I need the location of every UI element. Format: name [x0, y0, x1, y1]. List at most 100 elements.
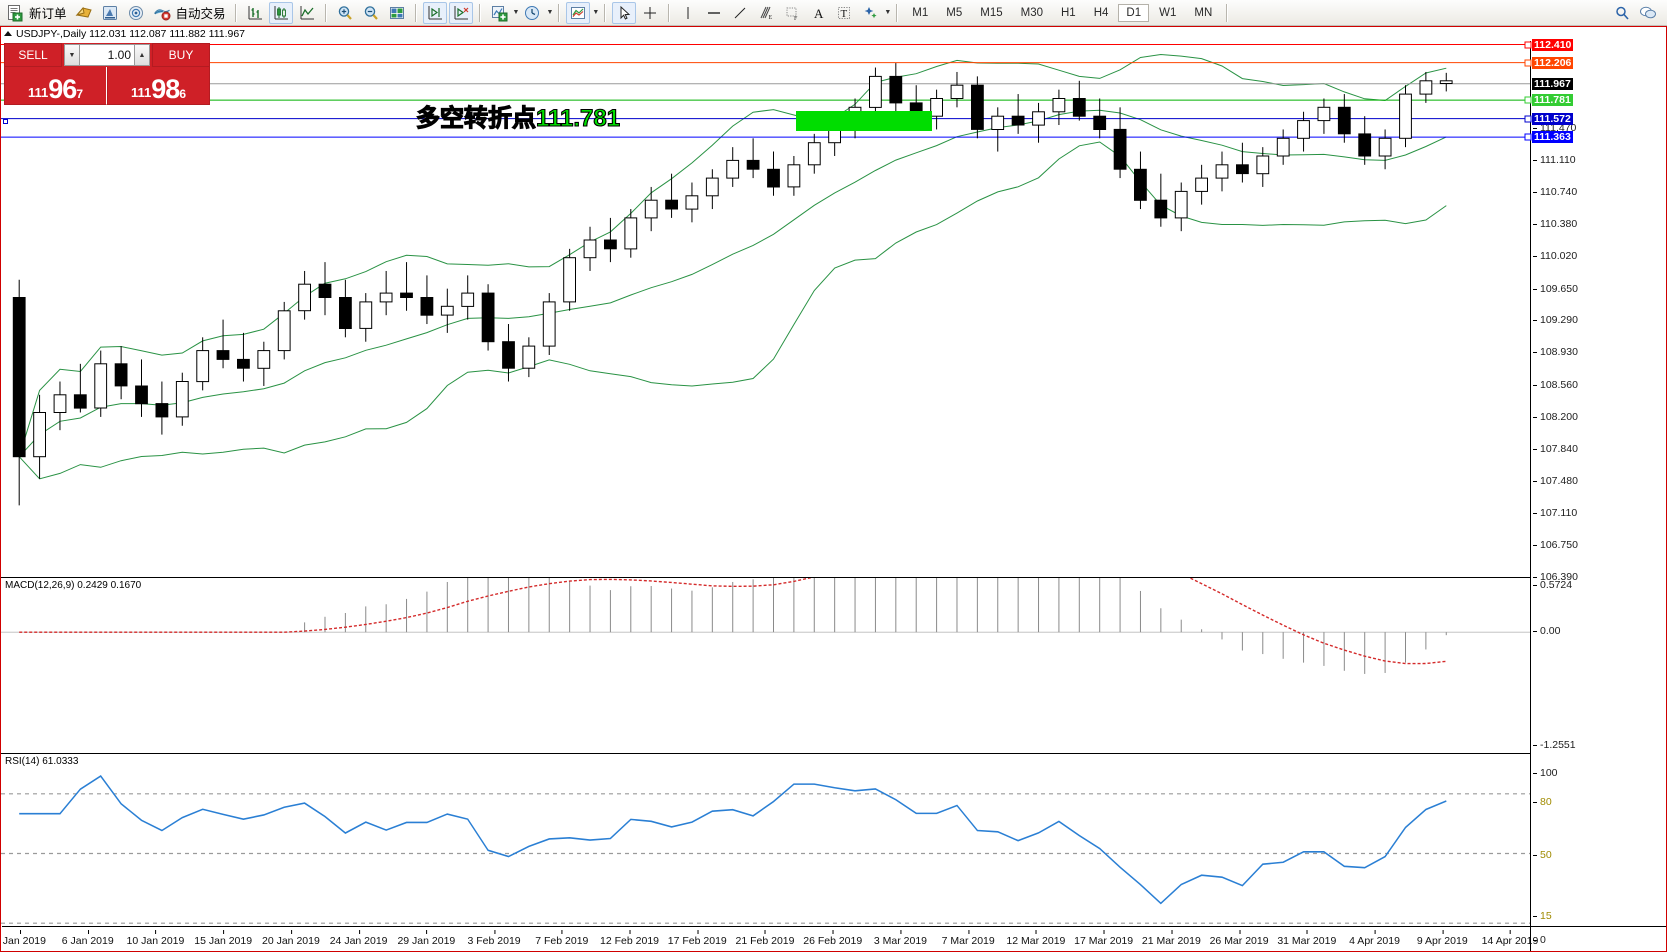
volume-up-icon[interactable]: ▲	[134, 44, 150, 66]
object-level-label-112206[interactable]: 112.206	[1532, 56, 1574, 69]
time-tick: 12 Feb 2019	[600, 930, 659, 947]
volume-stepper[interactable]: ▼ 1.00 ▲	[62, 43, 152, 67]
time-tick: 26 Mar 2019	[1210, 930, 1269, 947]
toolbar-separator	[478, 3, 481, 22]
last-close-label[interactable]: 111.967	[1532, 77, 1573, 90]
price-tick-109.650: 109.650	[1533, 283, 1578, 295]
period-icon[interactable]	[520, 2, 544, 24]
toolbar-separator	[414, 3, 417, 22]
period-dropdown-icon[interactable]: ▼	[546, 9, 554, 16]
macd-chart-canvas[interactable]	[1, 578, 1530, 751]
templates-dropdown-icon[interactable]: ▼	[592, 9, 600, 16]
zoom-in-icon[interactable]	[333, 2, 357, 24]
level-drag-handle[interactable]	[1524, 59, 1532, 67]
price-pane[interactable]: 多空转折点111.781	[1, 41, 1530, 577]
bid-price-label[interactable]: 111.363	[1532, 131, 1573, 144]
autotrade-icon[interactable]	[150, 2, 174, 24]
indicators-icon[interactable]	[487, 2, 511, 24]
object-level-label-111572[interactable]: 111.572	[1532, 112, 1573, 125]
auto-scroll-icon[interactable]	[448, 1, 473, 24]
price-axis[interactable]: 111.470 111.110 110.740 110.380 110.020 109.6…	[1524, 38, 1666, 951]
trade-controls-row: SELL ▼ 1.00 ▲ BUY	[4, 43, 210, 67]
buy-price-prefix: 111	[131, 85, 152, 100]
cursor-icon[interactable]	[612, 1, 637, 24]
text-icon[interactable]: A	[806, 2, 830, 24]
search-icon[interactable]	[1610, 2, 1634, 24]
timeframe-m5[interactable]: M5	[946, 6, 963, 19]
level-drag-handle[interactable]	[1524, 115, 1532, 123]
macd-pane[interactable]: MACD(12,26,9) 0.2429 0.1670	[1, 577, 1530, 751]
rsi-chart-canvas[interactable]	[1, 754, 1530, 952]
navigator-icon[interactable]	[98, 2, 122, 24]
time-tick: 15 Jan 2019	[194, 930, 252, 947]
timeframe-mn[interactable]: MN	[1194, 6, 1213, 19]
timeframe-m1[interactable]: M1	[912, 6, 929, 19]
rsi-level-80: 80	[1533, 796, 1552, 808]
time-tick: 3 Mar 2019	[874, 930, 927, 947]
sell-price[interactable]: 111 96 7	[4, 67, 107, 105]
chart-window[interactable]: USDJPY-,Daily 112.031 112.087 111.882 11…	[0, 26, 1667, 952]
vline-icon[interactable]	[676, 2, 700, 24]
objects-dropdown-icon[interactable]: ▼	[884, 9, 892, 16]
equidistant-icon[interactable]: F	[780, 2, 804, 24]
price-tick-106.390: 106.390	[1533, 571, 1578, 583]
toolbar-right-group	[1609, 2, 1667, 24]
indicators-dropdown-icon[interactable]: ▼	[512, 9, 520, 16]
macd-tick-zero: 0.00	[1533, 625, 1560, 637]
data-window-icon[interactable]	[72, 2, 96, 24]
crosshair-icon[interactable]	[638, 2, 662, 24]
toolbar-separator	[1226, 3, 1229, 22]
trendline-icon[interactable]	[728, 2, 752, 24]
one-click-trading-panel[interactable]: SELL ▼ 1.00 ▲ BUY 111 96 7 111 98 6	[4, 43, 210, 105]
objects-icon[interactable]	[858, 2, 882, 24]
shift-end-icon[interactable]	[422, 1, 447, 24]
time-axis[interactable]: 1 Jan 2019 6 Jan 2019 10 Jan 2019 15 Jan 20…	[0, 926, 1666, 951]
timeframe-d1[interactable]: D1	[1118, 3, 1150, 22]
price-tick-111.470: 111.470	[1533, 122, 1576, 134]
timeframe-h4[interactable]: H4	[1093, 6, 1109, 19]
buy-button[interactable]: BUY	[152, 43, 210, 67]
templates-icon[interactable]	[566, 1, 591, 24]
new-order-label[interactable]: 新订单	[29, 7, 67, 21]
price-chart-canvas[interactable]	[1, 41, 1530, 577]
rsi-pane[interactable]: RSI(14) 61.0333	[1, 753, 1530, 952]
time-tick: 14 Apr 2019	[1482, 930, 1538, 947]
sell-button[interactable]: SELL	[4, 43, 62, 67]
fibo-icon[interactable]: E	[754, 2, 778, 24]
timeframe-m30[interactable]: M30	[1020, 6, 1043, 19]
scrollbar-handle[interactable]	[3, 119, 8, 124]
label-icon[interactable]: T	[832, 2, 856, 24]
hline-icon[interactable]	[702, 2, 726, 24]
highlight-block[interactable]	[796, 111, 932, 131]
buy-price-point: 6	[179, 87, 186, 101]
timeframe-w1[interactable]: W1	[1159, 6, 1177, 19]
ask-price-label[interactable]: 112.410	[1532, 38, 1574, 51]
bar-chart-icon[interactable]	[243, 2, 267, 24]
sell-price-prefix: 111	[28, 85, 49, 100]
autotrade-label[interactable]: 自动交易	[175, 7, 226, 21]
new-order-icon[interactable]	[3, 2, 27, 24]
level-drag-handle[interactable]	[1524, 96, 1532, 104]
timeframe-h1[interactable]: H1	[1061, 6, 1076, 19]
pivot-level-label[interactable]: 111.781	[1532, 94, 1573, 107]
tile-windows-icon[interactable]	[385, 2, 409, 24]
level-drag-handle[interactable]	[1524, 133, 1532, 141]
rsi-level-15: 15	[1533, 910, 1552, 922]
timeframe-m15[interactable]: M15	[980, 6, 1003, 19]
toolbar-separator	[604, 3, 607, 22]
candlestick-chart-icon[interactable]	[268, 1, 293, 24]
chart-titlebar: USDJPY-,Daily 112.031 112.087 111.882 11…	[1, 27, 1666, 40]
chat-icon[interactable]	[1636, 2, 1660, 24]
zoom-out-icon[interactable]	[359, 2, 383, 24]
line-chart-icon[interactable]	[295, 2, 319, 24]
volume-input[interactable]: 1.00	[80, 44, 134, 66]
time-tick: 31 Mar 2019	[1277, 930, 1336, 947]
level-drag-handle[interactable]	[1524, 41, 1532, 49]
time-tick: 12 Mar 2019	[1006, 930, 1065, 947]
rsi-label: RSI(14) 61.0333	[5, 756, 79, 767]
pivot-annotation[interactable]: 多空转折点111.781	[415, 104, 621, 132]
restore-triangle-icon[interactable]	[4, 31, 12, 36]
buy-price[interactable]: 111 98 6	[107, 67, 210, 105]
volume-dropdown-icon[interactable]: ▼	[64, 44, 80, 66]
signals-icon[interactable]	[124, 2, 148, 24]
